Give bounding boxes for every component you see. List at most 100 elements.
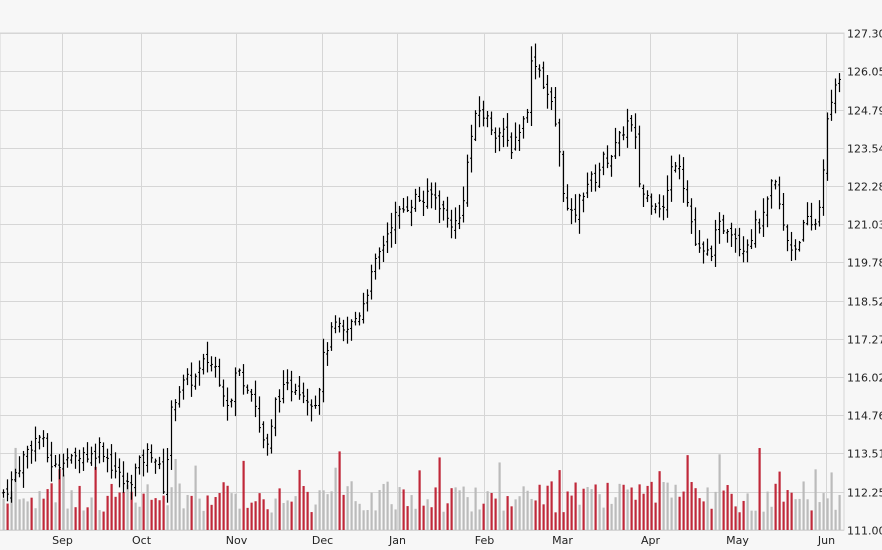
- volume-bar-down: [490, 492, 493, 530]
- y-tick-label: 124.79: [847, 105, 882, 118]
- x-tick-label: Nov: [226, 534, 248, 546]
- volume-bar-up: [530, 498, 533, 530]
- volume-bar-down: [222, 482, 225, 530]
- volume-bar-down: [758, 448, 761, 530]
- volume-bar-up: [334, 467, 337, 530]
- y-tick-label: 123.54: [847, 143, 882, 156]
- volume-bar-up: [822, 493, 825, 530]
- volume-bar-up: [818, 502, 821, 530]
- volume-bar-up: [170, 487, 173, 530]
- volume-bar-up: [390, 504, 393, 530]
- volume-bar-down: [214, 497, 217, 530]
- volume-bars: [2, 447, 841, 530]
- volume-bar-down: [638, 484, 641, 530]
- volume-bar-up: [350, 481, 353, 530]
- y-tick-label: 119.78: [847, 257, 882, 270]
- y-tick-label: 126.05: [847, 66, 882, 79]
- volume-bar-down: [682, 491, 685, 530]
- volume-bar-up: [470, 511, 473, 530]
- y-tick-label: 116.02: [847, 372, 882, 385]
- volume-bar-down: [110, 483, 113, 530]
- volume-bar-down: [734, 506, 737, 530]
- volume-bar-up: [834, 509, 837, 530]
- volume-bar-down: [446, 503, 449, 530]
- volume-bar-up: [370, 492, 373, 530]
- volume-bar-up: [34, 508, 37, 530]
- volume-bar-up: [66, 508, 69, 530]
- volume-bar-up: [590, 489, 593, 530]
- volume-bar-down: [94, 466, 97, 530]
- y-tick-label: 111.00: [847, 525, 882, 538]
- volume-bar-up: [802, 481, 805, 530]
- volume-bar-up: [398, 487, 401, 530]
- volume-bar-up: [70, 490, 73, 530]
- volume-bar-down: [722, 490, 725, 530]
- volume-bar-up: [474, 487, 477, 530]
- volume-bar-up: [346, 486, 349, 530]
- volume-bar-up: [314, 504, 317, 530]
- volume-bar-down: [542, 504, 545, 530]
- volume-bar-up: [614, 497, 617, 530]
- volume-bar-down: [550, 481, 553, 530]
- volume-bar-down: [506, 496, 509, 530]
- volume-bar-down: [810, 510, 813, 530]
- volume-bar-down: [790, 492, 793, 530]
- volume-bar-up: [146, 484, 149, 530]
- volume-bar-down: [654, 502, 657, 530]
- volume-bar-up: [358, 503, 361, 530]
- volume-bar-up: [442, 511, 445, 530]
- volume-bar-up: [294, 496, 297, 530]
- volume-bar-down: [86, 507, 89, 530]
- volume-bar-up: [674, 484, 677, 530]
- volume-bar-down: [402, 489, 405, 530]
- volume-bar-up: [666, 482, 669, 530]
- volume-bar-down: [162, 495, 165, 530]
- volume-bar-up: [174, 458, 177, 530]
- volume-bar-down: [102, 511, 105, 530]
- volume-bar-down: [118, 492, 121, 530]
- volume-bar-up: [318, 490, 321, 530]
- volume-bar-down: [74, 507, 77, 530]
- volume-bar-up: [766, 491, 769, 530]
- volume-bar-up: [202, 510, 205, 530]
- x-axis: Sep Oct Nov Dec Jan Feb Mar Apr May Jun: [52, 534, 835, 547]
- volume-bar-up: [454, 487, 457, 530]
- volume-bar-up: [382, 483, 385, 530]
- volume-bar-up: [234, 493, 237, 530]
- x-tick-label: Dec: [312, 534, 333, 546]
- volume-bar-down: [262, 499, 265, 530]
- volume-bar-up: [426, 499, 429, 530]
- volume-bar-up: [762, 511, 765, 530]
- volume-bar-down: [646, 485, 649, 530]
- x-tick-label: Jun: [817, 534, 835, 546]
- volume-bar-up: [610, 503, 613, 530]
- volume-bar-down: [78, 485, 81, 530]
- price-bars: [2, 43, 841, 503]
- y-tick-label: 117.27: [847, 334, 882, 347]
- volume-bar-up: [38, 491, 41, 530]
- volume-bar-up: [126, 484, 129, 530]
- x-tick-label: Mar: [552, 534, 573, 546]
- volume-bar-up: [182, 508, 185, 530]
- volume-bar-up: [178, 483, 181, 530]
- volume-bar-up: [98, 510, 101, 530]
- volume-bar-down: [710, 508, 713, 530]
- volume-bar-down: [738, 512, 741, 530]
- volume-bar-down: [778, 471, 781, 530]
- volume-bar-up: [62, 474, 65, 530]
- x-tick-label: Apr: [641, 534, 661, 546]
- y-tick-label: 121.03: [847, 219, 882, 232]
- volume-bar-up: [794, 499, 797, 530]
- volume-bar-up: [602, 507, 605, 530]
- volume-bar-down: [30, 497, 33, 530]
- volume-bar-up: [458, 490, 461, 530]
- x-tick-label: May: [726, 534, 749, 546]
- volume-bar-down: [338, 451, 341, 530]
- volume-bar-up: [414, 508, 417, 530]
- volume-bar-up: [518, 496, 521, 530]
- volume-bar-down: [190, 495, 193, 530]
- volume-bar-down: [158, 500, 161, 530]
- volume-bar-up: [626, 489, 629, 530]
- volume-bar-up: [194, 465, 197, 530]
